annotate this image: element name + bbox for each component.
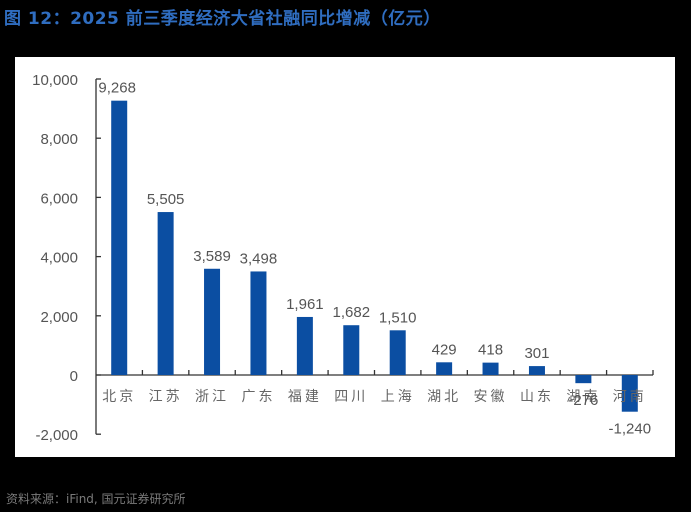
y-tick-label: 4,000 [40,250,78,267]
x-tick-label: 上海 [381,388,415,404]
y-tick-label: 2,000 [40,309,78,326]
x-tick-label: 湖北 [427,388,461,404]
source-note: 资料来源：iFind, 国元证券研究所 [6,492,186,506]
value-label: 5,505 [147,191,185,208]
x-tick-label: 山东 [520,388,554,404]
bar-广东 [250,271,267,375]
x-tick-label: 四川 [334,388,368,404]
x-tick-label: 江苏 [149,388,183,404]
bar-浙江 [204,268,221,375]
bar-福建 [296,316,313,375]
chart-title: 图 12：2025 前三季度经济大省社融同比增减（亿元） [4,9,441,29]
bar-江苏 [157,212,174,375]
value-label: -276 [568,392,598,409]
bar-山东 [528,366,545,375]
value-label: 1,510 [379,309,417,326]
bar-湖北 [436,362,453,375]
value-label: 1,961 [286,296,324,313]
y-tick-label: -2,000 [35,427,78,444]
x-tick-label: 广东 [241,388,275,404]
bar-chart: -2,000 0 2,000 4,000 6,000 8,000 10,000 北京 9,268… [32,72,654,444]
value-label: 301 [524,345,549,362]
value-label: -1,240 [609,421,652,438]
x-tick-label: 安徽 [474,388,508,404]
x-tick-label: 北京 [102,388,136,404]
value-label: 3,589 [193,248,231,265]
value-label: 3,498 [240,250,278,267]
y-tick-label: 8,000 [40,131,78,148]
bar-四川 [343,325,360,375]
y-tick-label: 6,000 [40,190,78,207]
value-label: 9,268 [98,80,136,97]
x-tick-label: 福建 [288,388,322,404]
x-tick-label: 河南 [613,388,647,404]
value-label: 429 [432,341,457,358]
x-tick-label: 浙江 [195,388,229,404]
y-tick-label: 10,000 [32,72,78,89]
bar-北京 [111,100,128,375]
value-label: 1,682 [333,304,371,321]
plot-area: -2,000 0 2,000 4,000 6,000 8,000 10,000 北京 9,268… [15,57,675,457]
bar-河南 [621,375,638,412]
bar-安徽 [482,362,499,375]
value-label: 418 [478,342,503,359]
bar-湖南 [575,375,592,384]
x-tick-label: 湖南 [566,388,600,404]
y-tick-label: 0 [70,368,78,385]
bar-上海 [389,330,406,375]
